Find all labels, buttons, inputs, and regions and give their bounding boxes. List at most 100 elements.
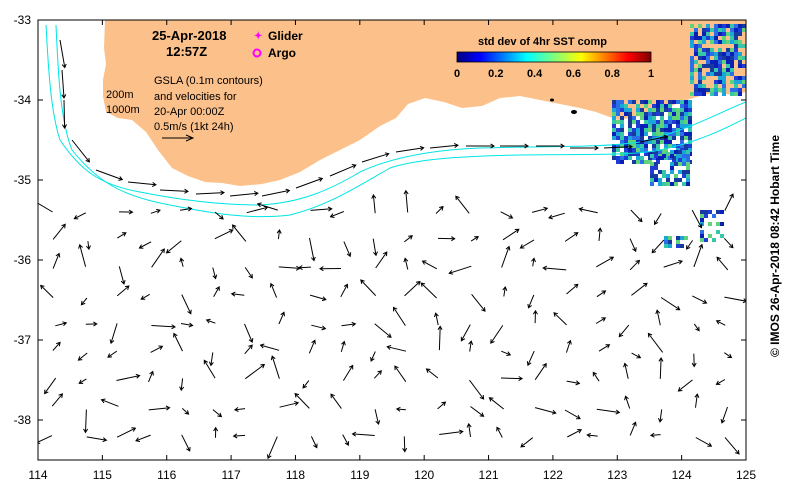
sst-pixel	[684, 236, 688, 240]
sst-pixel	[676, 108, 680, 112]
velocity-arrow	[429, 143, 459, 149]
sst-pixel	[648, 136, 652, 140]
sst-pixel	[722, 80, 726, 84]
sst-pixel	[666, 174, 670, 178]
velocity-arrow	[40, 284, 54, 298]
velocity-arrow	[623, 362, 629, 379]
sst-pixel	[652, 144, 656, 148]
sst-pixel	[632, 140, 636, 144]
velocity-arrow	[439, 429, 464, 435]
sst-pixel	[628, 140, 632, 144]
sst-pixel	[648, 116, 652, 120]
sst-pixel	[660, 112, 664, 116]
sst-pixel	[670, 182, 674, 186]
velocity-arrow	[375, 251, 388, 269]
sst-pixel	[714, 28, 718, 32]
velocity-arrow	[319, 266, 342, 272]
velocity-arrow	[536, 143, 565, 149]
sst-pixel	[652, 116, 656, 120]
sst-pixel	[734, 88, 738, 92]
sst-pixel	[726, 60, 730, 64]
velocity-arrow	[86, 436, 108, 443]
sst-pixel	[686, 154, 690, 158]
velocity-arrow	[691, 353, 697, 368]
sst-pixel	[694, 68, 698, 72]
notes-line-1: GSLA (0.1m contours)	[154, 75, 263, 87]
colorbar-tick-label: 1	[648, 68, 654, 80]
sst-pixel	[738, 24, 742, 28]
sst-pixel	[682, 170, 686, 174]
velocity-arrow	[351, 431, 375, 437]
velocity-arrow	[148, 370, 154, 383]
velocity-arrow	[173, 332, 183, 352]
sst-pixel	[644, 152, 648, 156]
sst-pixel	[636, 124, 640, 128]
velocity-arrow	[649, 432, 661, 438]
sst-pixel	[738, 64, 742, 68]
velocity-arrow	[488, 397, 505, 410]
velocity-arrow	[373, 370, 382, 379]
velocity-arrow	[256, 202, 278, 211]
sst-pixel	[722, 68, 726, 72]
sst-pixel	[742, 76, 746, 80]
sst-pixel	[668, 128, 672, 132]
sst-pixel	[656, 100, 660, 104]
sst-pixel	[694, 92, 698, 96]
sst-pixel	[730, 36, 734, 40]
sst-pixel	[668, 112, 672, 116]
velocity-arrow	[340, 283, 349, 298]
velocity-arrow	[80, 297, 88, 306]
velocity-arrow	[564, 409, 581, 420]
velocity-arrow	[181, 434, 191, 452]
sst-pixel	[658, 150, 662, 154]
sst-pixel	[690, 80, 694, 84]
x-tick-label: 118	[286, 468, 305, 482]
sst-pixel	[698, 72, 702, 76]
sst-pixel	[710, 68, 714, 72]
velocity-arrow	[55, 321, 68, 327]
sst-pixel	[686, 174, 690, 178]
sst-pixel	[686, 150, 690, 154]
sst-pixel	[722, 60, 726, 64]
velocity-arrow	[245, 363, 266, 380]
velocity-arrow	[78, 243, 87, 267]
sst-pixel	[660, 140, 664, 144]
sst-pixel	[710, 28, 714, 32]
sst-pixel	[654, 162, 658, 166]
sst-pixel	[660, 104, 664, 108]
velocity-arrow	[61, 99, 68, 129]
velocity-arrow	[500, 143, 529, 149]
sst-pixel	[686, 166, 690, 170]
sst-pixel	[612, 116, 616, 120]
sst-pixel	[662, 150, 666, 154]
sst-pixel	[714, 64, 718, 68]
sst-pixel	[720, 234, 724, 238]
velocity-arrow	[501, 245, 511, 268]
sst-pixel	[698, 68, 702, 72]
sst-pixel	[716, 230, 720, 234]
sst-pixel	[632, 120, 636, 124]
sst-pixel	[730, 32, 734, 36]
velocity-arrow	[657, 409, 663, 423]
sst-pixel	[628, 148, 632, 152]
sst-pixel	[734, 32, 738, 36]
velocity-arrow	[360, 279, 377, 296]
sst-pixel	[616, 108, 620, 112]
sst-pixel	[684, 136, 688, 140]
sst-pixel	[668, 104, 672, 108]
velocity-arrow	[403, 189, 409, 213]
velocity-arrow	[692, 295, 708, 304]
sst-pixel	[656, 144, 660, 148]
y-tick-label: -37	[14, 333, 32, 347]
velocity-arrow	[118, 209, 134, 215]
sst-pixel	[664, 120, 668, 124]
sst-pixel	[702, 88, 706, 92]
sst-pixel	[734, 28, 738, 32]
sst-pixel	[718, 52, 722, 56]
sst-pixel	[742, 64, 746, 68]
velocity-arrow	[639, 134, 669, 143]
sst-pixel	[694, 36, 698, 40]
sst-pixel	[706, 88, 710, 92]
sst-pixel	[722, 36, 726, 40]
velocity-arrow	[716, 256, 729, 271]
